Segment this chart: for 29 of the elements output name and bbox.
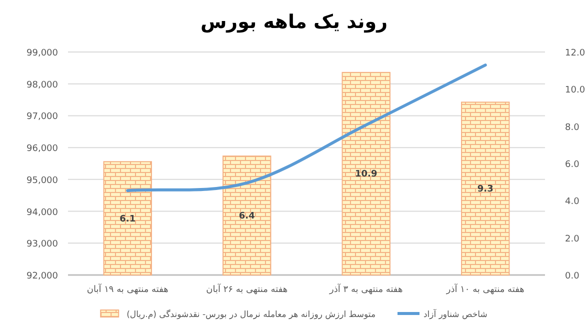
y-tick-label: 92,000	[26, 272, 58, 282]
data-label: 6.1	[120, 214, 136, 224]
y-tick-label: 94,000	[26, 208, 58, 218]
data-label: 10.9	[355, 170, 378, 180]
y2-tick-label: 6.0	[565, 160, 580, 170]
x-tick-label: هفته منتهی به ۳ آذر	[328, 283, 403, 295]
y-tick-label: 96,000	[26, 144, 58, 154]
bar	[222, 156, 272, 276]
bar	[461, 102, 510, 276]
y2-tick-label: 2.0	[565, 234, 580, 244]
y2-tick-label: 0.0	[565, 272, 580, 282]
y-tick-label: 95,000	[26, 176, 58, 186]
y2-tick-label: 4.0	[565, 197, 580, 208]
x-tick-label: هفته منتهی به ۲۶ آبان	[206, 283, 288, 295]
x-tick-label: هفته منتهی به ۱۰ آذر	[445, 283, 525, 295]
bar	[103, 161, 152, 276]
y-tick-label: 98,000	[26, 80, 58, 90]
bar	[342, 72, 390, 276]
legend-label: شاخص شناور آزاد	[424, 309, 488, 320]
y2-tick-label: 12.0	[565, 48, 586, 58]
data-label: 9.3	[477, 184, 494, 195]
y2-tick-label: 10.0	[565, 86, 586, 96]
chart-title: روند یک ماهه بورس	[200, 11, 388, 33]
y-tick-label: 97,000	[26, 112, 58, 122]
y-tick-label: 99,000	[26, 48, 58, 58]
y2-tick-label: 8.0	[565, 122, 580, 133]
y-tick-label: 93,000	[26, 240, 58, 250]
x-tick-label: هفته منتهی به ۱۹ آبان	[86, 283, 169, 295]
data-label: 6.4	[238, 212, 255, 222]
